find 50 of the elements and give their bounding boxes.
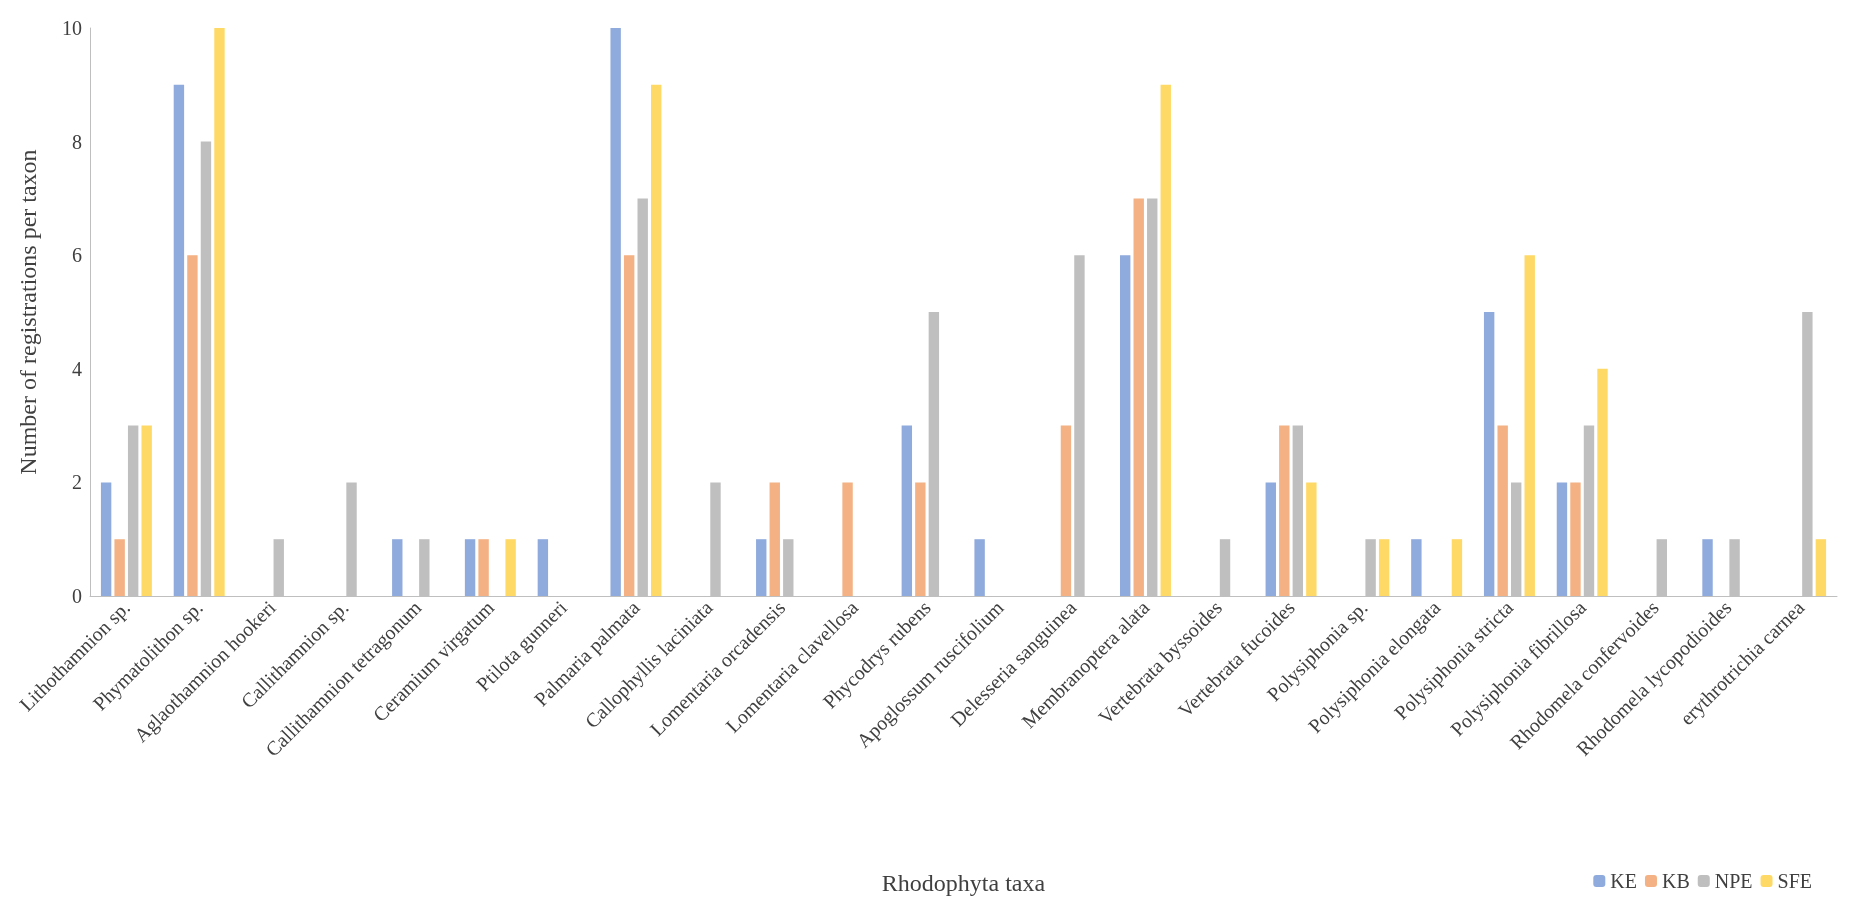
y-tick-label: 4 — [72, 357, 82, 380]
bar — [623, 255, 635, 596]
bar — [769, 482, 780, 596]
bar — [478, 539, 489, 596]
bar — [537, 539, 549, 596]
bar — [100, 482, 112, 596]
bar — [1120, 255, 1131, 596]
bar — [1279, 425, 1290, 596]
bar — [1060, 425, 1072, 596]
x-axis-title: Rhodophyta taxa — [881, 870, 1046, 896]
bar — [1306, 482, 1317, 596]
bar — [1160, 84, 1171, 596]
bar — [756, 539, 767, 596]
bar — [1133, 198, 1144, 596]
bar — [1411, 539, 1422, 596]
bar — [1597, 368, 1608, 596]
bar — [651, 84, 662, 596]
bar — [901, 425, 913, 596]
bar — [1483, 312, 1495, 596]
bar — [464, 539, 476, 596]
y-tick-label: 0 — [72, 585, 82, 607]
y-axis-title: Number of registrations per taxon — [15, 149, 41, 475]
bar — [1524, 255, 1535, 596]
bar — [842, 482, 853, 596]
y-tick-label: 2 — [72, 471, 82, 494]
bar — [214, 28, 225, 596]
y-tick-label: 10 — [62, 17, 82, 39]
bar — [1378, 539, 1390, 596]
bar — [114, 539, 125, 596]
bar — [1570, 482, 1581, 596]
bar — [173, 84, 185, 596]
bar — [392, 539, 403, 596]
bar — [1702, 539, 1713, 596]
bar — [187, 255, 198, 596]
bar — [141, 425, 152, 596]
bar — [1556, 482, 1568, 596]
legend-label: NPE — [1714, 870, 1753, 892]
bar — [1497, 425, 1508, 596]
y-tick-label: 6 — [72, 244, 82, 267]
bar — [1265, 482, 1276, 596]
y-tick-label: 8 — [72, 130, 82, 153]
bar — [974, 539, 985, 596]
bar — [1815, 539, 1827, 596]
bar — [1451, 539, 1463, 596]
legend-label: KB — [1661, 870, 1690, 892]
legend-label: SFE — [1777, 870, 1813, 892]
legend-label: KE — [1610, 870, 1637, 892]
bar — [610, 28, 621, 596]
bar — [915, 482, 926, 596]
bar — [505, 539, 516, 596]
